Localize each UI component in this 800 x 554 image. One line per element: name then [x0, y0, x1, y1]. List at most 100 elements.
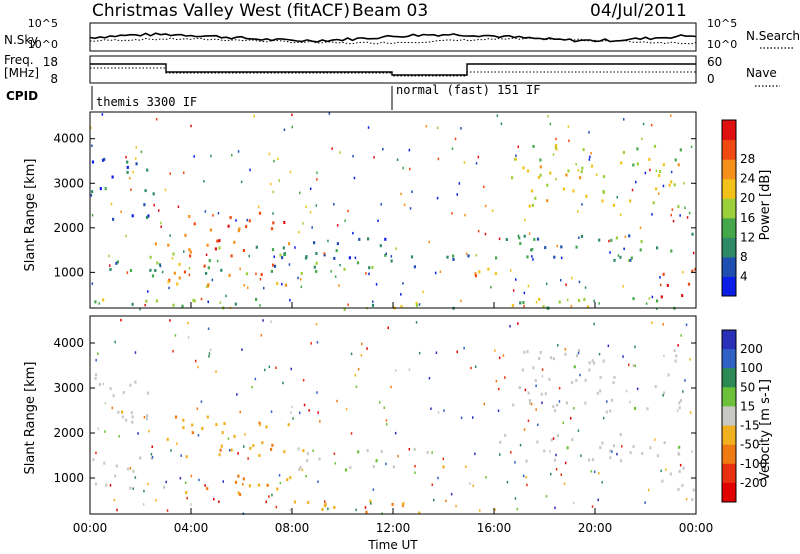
data-cell	[99, 187, 102, 191]
data-cell	[494, 272, 497, 276]
data-cell	[681, 294, 684, 298]
scatter-cell	[617, 254, 620, 257]
scatter-cell	[460, 416, 463, 420]
data-cell	[371, 303, 375, 307]
scatter-cell	[555, 468, 558, 471]
scatter-cell	[577, 169, 580, 172]
scatter-cell	[385, 252, 387, 256]
data-cell	[261, 441, 264, 445]
data-cell	[270, 227, 274, 231]
data-cell	[283, 450, 286, 454]
scatter-cell	[311, 226, 313, 229]
scatter-cell	[327, 239, 329, 243]
data-cell	[662, 163, 665, 167]
colorbar-swatch	[722, 482, 736, 503]
scatter-cell	[208, 355, 210, 358]
scatter-cell	[195, 359, 197, 363]
scatter-cell	[634, 345, 636, 349]
scatter-cell	[197, 434, 200, 437]
scatter-cell	[474, 452, 476, 456]
scatter-cell	[577, 429, 580, 432]
data-cell	[216, 239, 219, 243]
data-cell	[318, 457, 321, 461]
data-cell	[518, 236, 521, 240]
scatter-cell	[247, 286, 249, 289]
data-cell	[533, 237, 536, 241]
data-cell	[126, 160, 129, 164]
data-cell	[271, 248, 275, 252]
scatter-cell	[460, 127, 462, 130]
scatter-cell	[443, 409, 445, 412]
data-cell	[371, 265, 374, 269]
scatter-cell	[241, 348, 243, 351]
scatter-cell	[523, 304, 525, 308]
scatter-cell	[660, 469, 662, 473]
scatter-cell	[315, 204, 318, 207]
scatter-cell	[414, 464, 416, 468]
scatter-cell	[593, 470, 596, 474]
scatter-cell	[573, 501, 575, 505]
data-cell	[149, 255, 152, 259]
scatter-cell	[402, 282, 404, 285]
data-cell	[629, 199, 632, 203]
scatter-cell	[357, 367, 360, 371]
sky-noise-line	[89, 32, 697, 43]
data-cell	[145, 417, 148, 421]
data-cell	[536, 440, 539, 444]
scatter-cell	[598, 352, 601, 356]
scatter-cell	[651, 213, 653, 216]
data-cell	[591, 359, 594, 363]
data-cell	[526, 350, 529, 354]
data-cell	[207, 283, 210, 287]
scatter-cell	[439, 270, 442, 273]
scatter-cell	[494, 349, 496, 352]
data-cell	[242, 249, 245, 252]
scatter-cell	[377, 219, 379, 222]
scatter-cell	[463, 346, 465, 350]
data-cell	[116, 260, 119, 264]
scatter-cell	[170, 449, 172, 452]
scatter-cell	[496, 114, 499, 117]
scatter-cell	[409, 207, 412, 210]
data-cell	[413, 447, 416, 451]
scatter-cell	[578, 236, 580, 239]
data-cell	[636, 162, 639, 166]
data-cell	[670, 180, 673, 184]
data-cell	[511, 304, 514, 308]
scatter-cell	[236, 393, 238, 396]
data-cell	[663, 441, 666, 445]
scatter-cell	[130, 188, 132, 191]
scatter-cell	[578, 280, 581, 284]
scatter-cell	[169, 319, 171, 322]
scatter-cell	[299, 191, 301, 195]
scatter-cell	[291, 405, 293, 409]
scatter-cell	[97, 352, 99, 355]
data-cell	[156, 261, 159, 265]
scatter-cell	[227, 437, 230, 440]
scatter-cell	[639, 226, 642, 229]
scatter-cell	[204, 210, 207, 213]
scatter-cell	[682, 270, 684, 274]
colorbar-swatch	[722, 330, 736, 350]
data-cell	[379, 244, 382, 248]
scatter-cell	[153, 203, 155, 207]
colorbar-frame	[721, 119, 737, 297]
scatter-cell	[456, 193, 458, 196]
data-cell	[117, 410, 120, 414]
data-cell	[356, 261, 360, 265]
data-cell	[575, 379, 578, 383]
scatter-cell	[213, 497, 215, 501]
velocity-colorbar-label: Velocity [m s-1]	[758, 379, 773, 481]
scatter-cell	[516, 507, 519, 511]
scatter-cell	[400, 293, 402, 296]
scatter-cell	[396, 158, 399, 161]
data-cell	[619, 433, 622, 436]
scatter-cell	[291, 113, 293, 117]
data-cell	[504, 433, 507, 437]
scatter-cell	[408, 368, 411, 371]
scatter-cell	[571, 276, 573, 280]
freq-unit-label: [MHz]	[4, 66, 39, 80]
scatter-cell	[91, 214, 94, 217]
data-cell	[612, 444, 616, 448]
data-cell	[306, 452, 309, 456]
